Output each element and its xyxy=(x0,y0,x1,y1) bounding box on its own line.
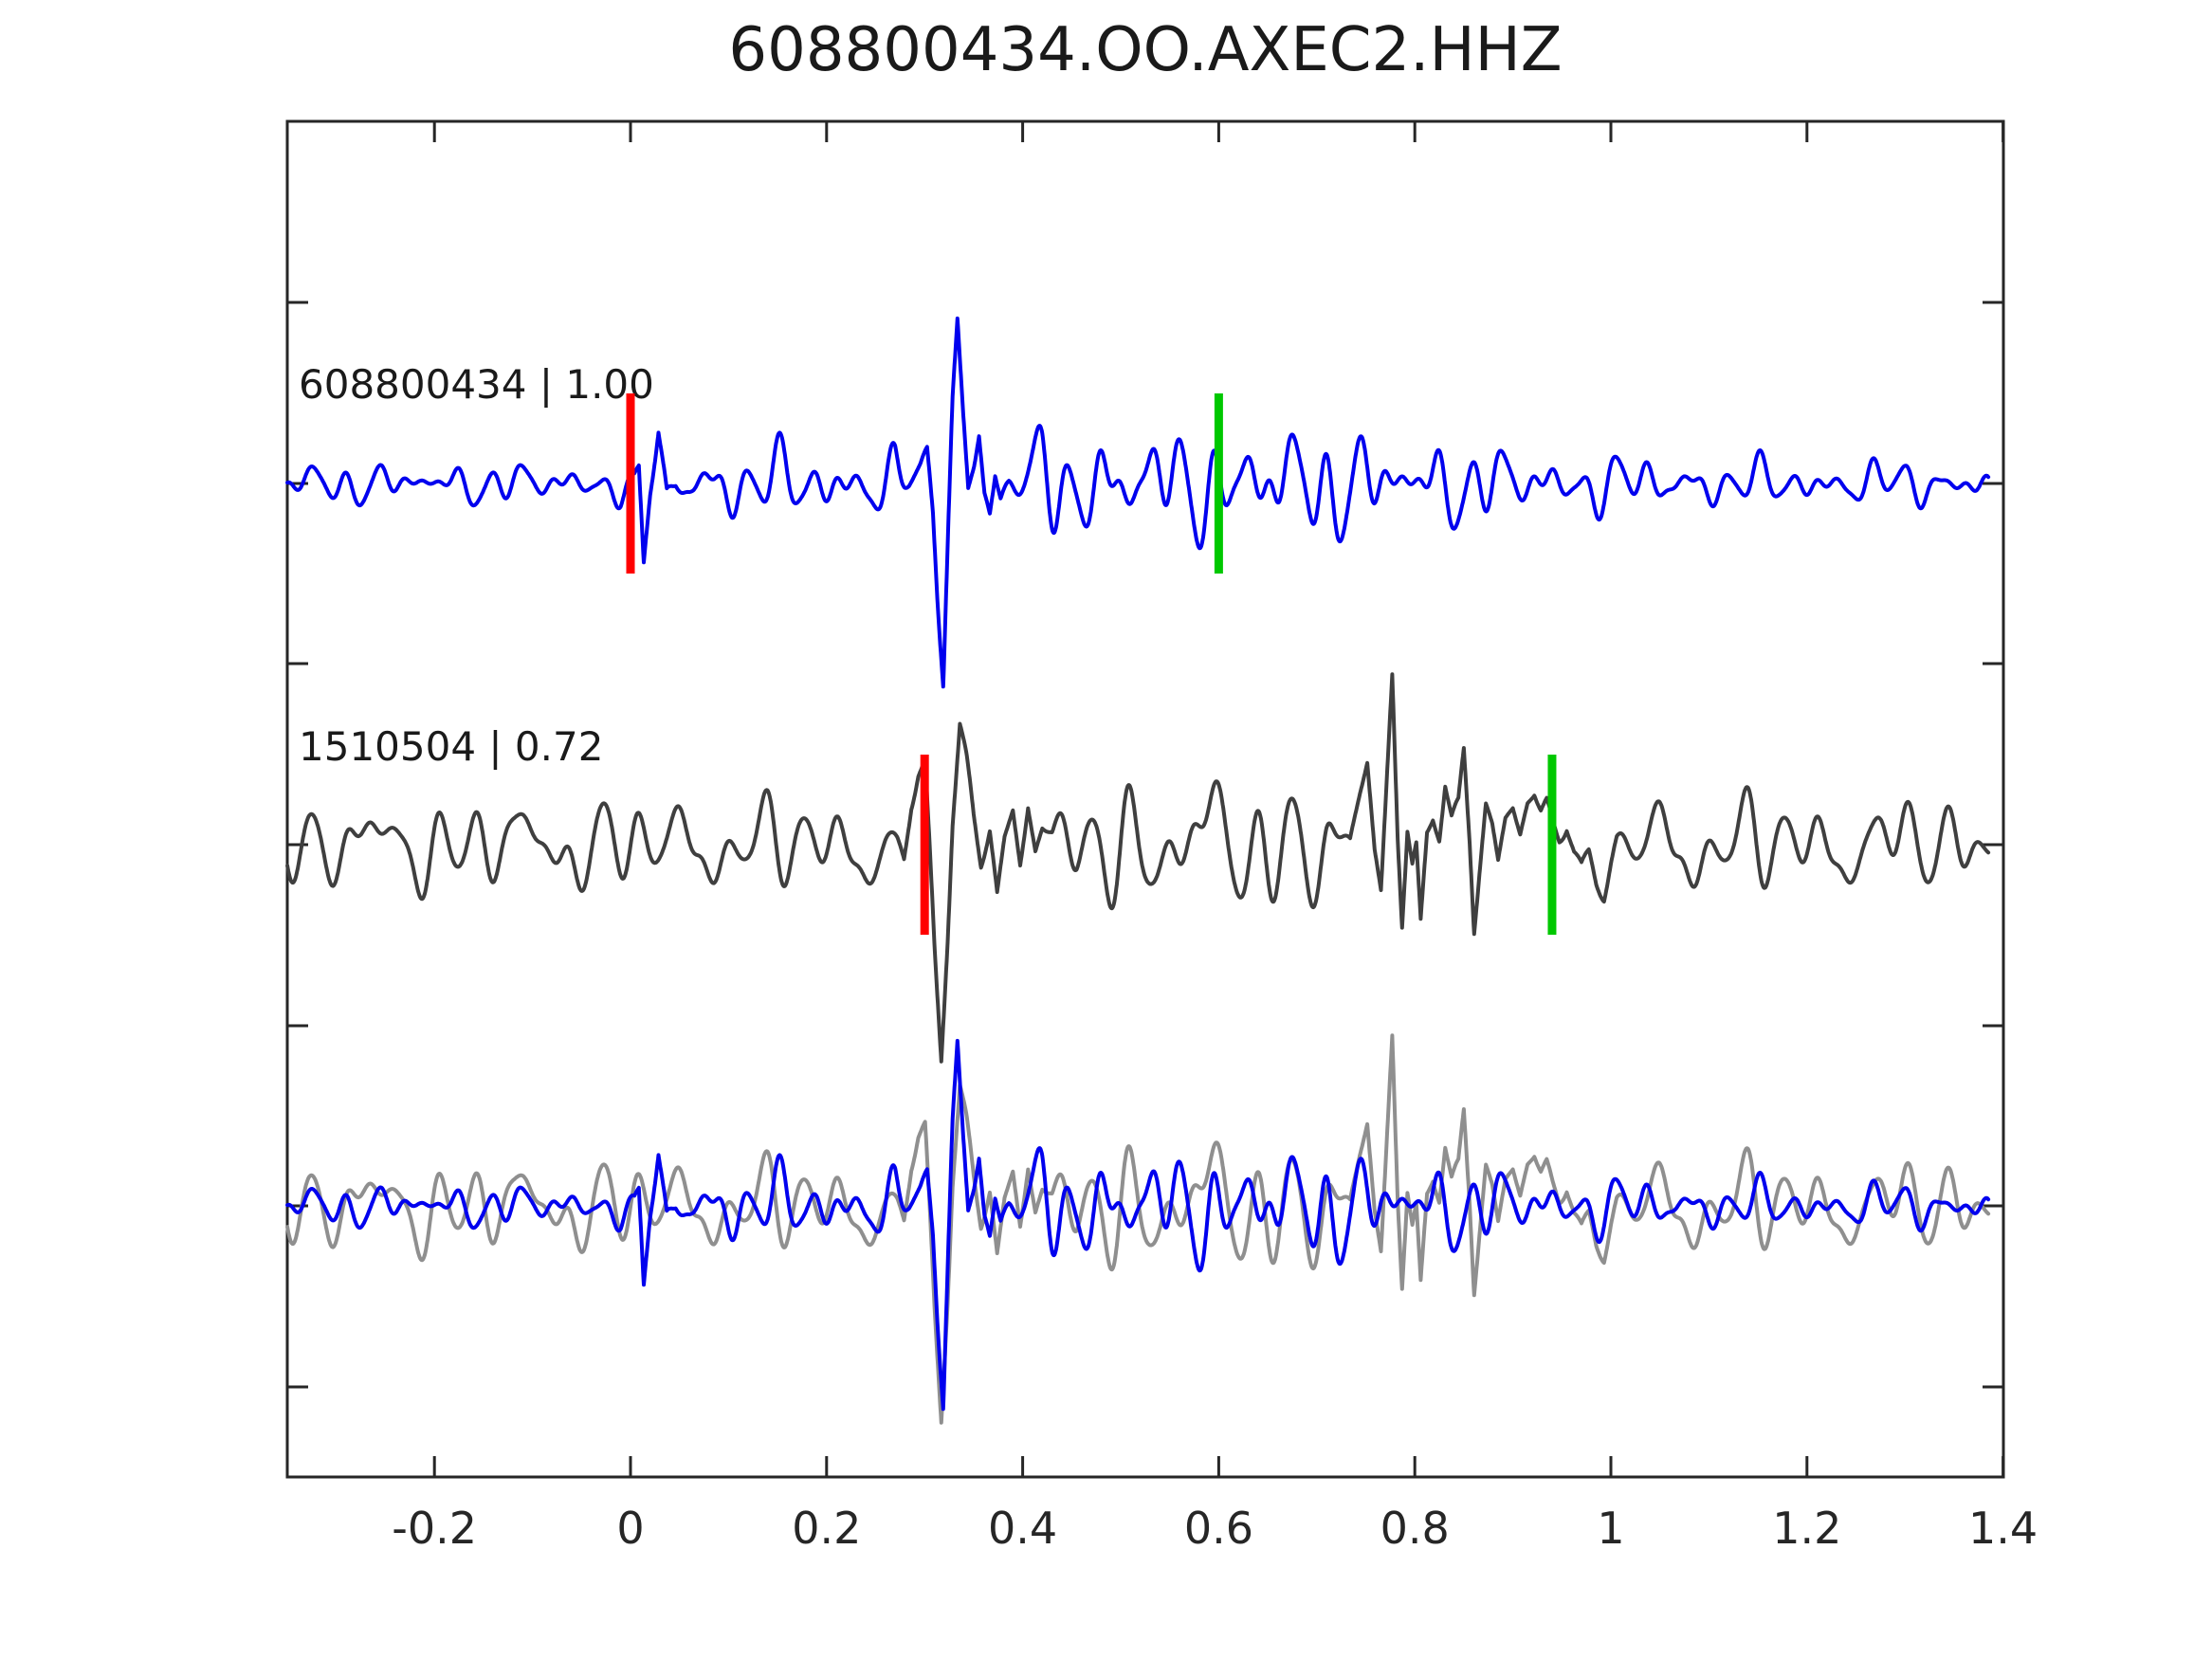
x-tick-label: 0.6 xyxy=(1183,1503,1253,1554)
trace-label-detection: 608800434 | 1.00 xyxy=(299,361,654,408)
overlay-waveform-608800434 xyxy=(285,1038,1991,1412)
x-tick-label: 0.8 xyxy=(1380,1503,1450,1554)
plot-frame xyxy=(285,119,2005,1479)
trace-label-template: 1510504 | 0.72 xyxy=(299,723,604,770)
waveform-1510504 xyxy=(285,672,1991,1064)
overlay-waveform-1510504 xyxy=(285,1033,1991,1425)
x-tick-label: 1 xyxy=(1597,1503,1625,1554)
waveform-608800434 xyxy=(285,316,1991,689)
x-tick-label: 1.2 xyxy=(1772,1503,1842,1554)
x-tick-label: 0.2 xyxy=(792,1503,862,1554)
figure-title: 608800434.OO.AXEC2.HHZ xyxy=(728,15,1563,85)
x-tick-label: -0.2 xyxy=(392,1503,478,1554)
x-tick-label: 0 xyxy=(616,1503,645,1554)
x-tick-label: 0.4 xyxy=(988,1503,1058,1554)
x-tick-label: 1.4 xyxy=(1968,1503,2038,1554)
